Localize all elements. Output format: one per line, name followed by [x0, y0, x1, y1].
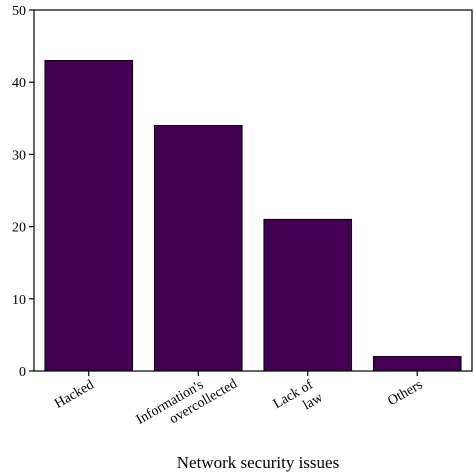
bars-group	[44, 60, 462, 372]
x-tick-label: Lack oflaw	[271, 376, 326, 426]
bar	[153, 125, 243, 372]
bar	[44, 60, 134, 372]
y-tick-label: 0	[19, 365, 26, 380]
y-tick-label: 10	[12, 293, 26, 308]
y-tick-label: 20	[12, 221, 26, 236]
y-tick-label: 30	[12, 148, 26, 163]
y-tick-label: 40	[12, 76, 26, 91]
x-tick-label: Hacked	[52, 377, 97, 411]
bar	[372, 356, 462, 372]
x-axis: Hacked Information'sovercollected Lack ofl…	[52, 363, 425, 442]
x-tick-label: Information'sovercollected	[134, 363, 240, 442]
y-tick-label: 50	[12, 4, 26, 19]
plot-frame	[33, 9, 473, 372]
x-tick-label: Others	[385, 377, 425, 409]
x-axis-label: Network security issues	[177, 453, 339, 472]
y-axis: 0 10 20 30 40 50	[12, 4, 34, 380]
bar	[263, 218, 353, 372]
